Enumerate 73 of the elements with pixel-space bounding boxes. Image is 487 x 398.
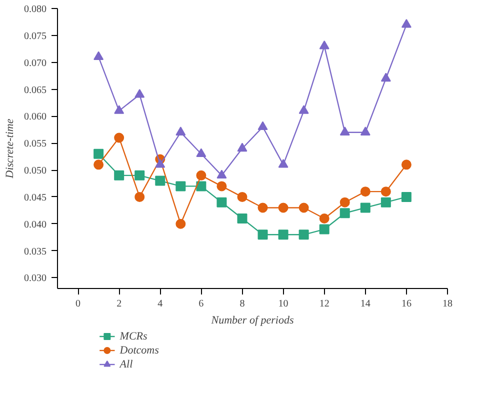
y-tick-label: 0.075 bbox=[24, 30, 46, 42]
point bbox=[176, 218, 186, 229]
point bbox=[278, 202, 288, 213]
point bbox=[401, 160, 412, 170]
point bbox=[94, 51, 104, 60]
point bbox=[360, 126, 370, 136]
y-tick-label: 0.030 bbox=[24, 273, 46, 284]
point bbox=[298, 105, 309, 114]
point bbox=[237, 142, 248, 152]
point bbox=[237, 214, 248, 224]
point bbox=[196, 181, 206, 192]
point bbox=[134, 88, 145, 98]
x-tick-label: 2 bbox=[116, 298, 122, 310]
y-tick-label: 0.050 bbox=[24, 166, 46, 177]
y-axis-title: Discrete-time bbox=[4, 118, 16, 180]
point bbox=[134, 192, 145, 202]
point bbox=[114, 132, 124, 143]
y-tick-label: 0.045 bbox=[24, 192, 46, 204]
point bbox=[196, 148, 206, 157]
x-tick-label: 6 bbox=[198, 298, 204, 310]
point bbox=[237, 192, 248, 202]
point bbox=[114, 105, 124, 114]
y-tick-label: 0.065 bbox=[24, 84, 46, 96]
y-tick-label: 0.070 bbox=[24, 58, 46, 69]
point bbox=[319, 40, 330, 50]
point bbox=[340, 208, 350, 218]
point bbox=[196, 170, 206, 180]
point bbox=[401, 192, 412, 202]
point bbox=[114, 170, 124, 180]
point bbox=[176, 126, 186, 136]
x-tick-label: 4 bbox=[158, 298, 163, 310]
point bbox=[155, 158, 166, 168]
legend-label: All bbox=[118, 358, 133, 370]
x-tick-label: 12 bbox=[319, 298, 330, 310]
legend-label: Dotcoms bbox=[118, 344, 159, 356]
y-tick-label: 0.040 bbox=[24, 219, 46, 230]
point bbox=[216, 181, 227, 192]
point bbox=[319, 214, 330, 224]
point bbox=[94, 160, 104, 170]
point bbox=[258, 230, 268, 240]
point bbox=[278, 158, 288, 168]
x-tick-label: 0 bbox=[76, 298, 81, 310]
point bbox=[298, 202, 309, 213]
point bbox=[258, 202, 268, 213]
y-tick-label: 0.035 bbox=[24, 246, 46, 258]
point bbox=[258, 121, 268, 130]
x-tick-label: 14 bbox=[360, 298, 370, 310]
point bbox=[319, 224, 330, 234]
point bbox=[278, 230, 288, 240]
point bbox=[176, 181, 186, 192]
x-axis-title: Number of periods bbox=[210, 314, 294, 326]
point bbox=[401, 18, 412, 28]
point bbox=[155, 176, 166, 186]
point bbox=[380, 72, 391, 82]
point bbox=[380, 197, 391, 208]
legend-label: MCRs bbox=[118, 330, 148, 342]
point bbox=[360, 186, 370, 197]
x-tick-label: 8 bbox=[240, 298, 245, 310]
y-tick-label: 0.055 bbox=[24, 138, 46, 150]
x-tick-label: 10 bbox=[278, 298, 288, 310]
point bbox=[360, 202, 370, 213]
y-tick-label: 0.060 bbox=[24, 112, 46, 123]
point bbox=[340, 197, 350, 208]
x-tick-label: 18 bbox=[442, 298, 452, 310]
point bbox=[216, 197, 227, 208]
point bbox=[340, 126, 350, 136]
point bbox=[298, 230, 309, 240]
point bbox=[94, 148, 104, 159]
point bbox=[134, 170, 145, 180]
x-tick-label: 16 bbox=[401, 298, 412, 310]
point bbox=[216, 170, 227, 179]
y-tick-label: 0.080 bbox=[24, 4, 46, 15]
point bbox=[380, 186, 391, 197]
